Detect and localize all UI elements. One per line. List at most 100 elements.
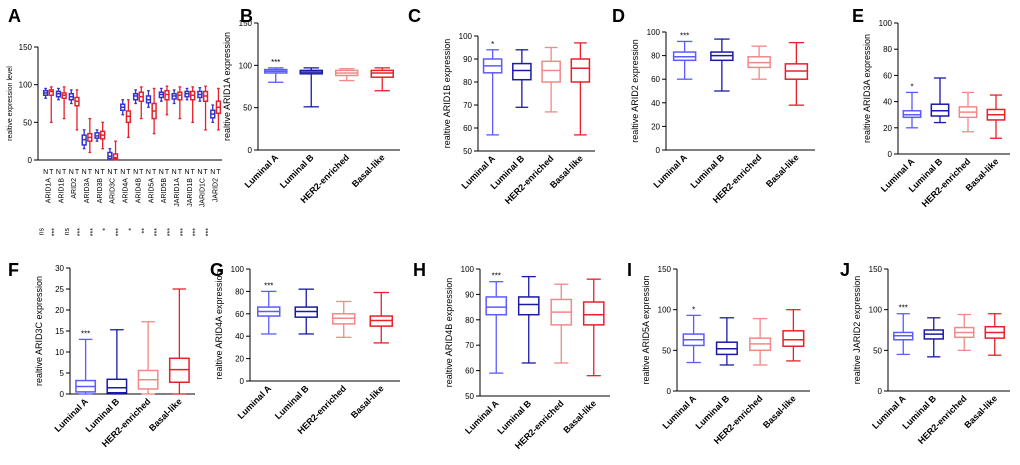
- box-tumor-ARID1B: [61, 86, 67, 120]
- pair-label-n: N: [82, 169, 87, 176]
- panel-B: B 0 50 100 150 realtive ARID1A expression Lumi…: [222, 6, 400, 205]
- significance-label: *: [491, 40, 494, 49]
- box-normal-ARID2: [68, 89, 74, 105]
- box-tumor-ARID4A: [125, 99, 132, 139]
- pair-label-t: T: [88, 169, 93, 176]
- y-tick-label: 40: [235, 332, 244, 341]
- box-iqr: [517, 296, 540, 316]
- box-iqr: [164, 89, 170, 101]
- pair-label-n: N: [172, 169, 177, 176]
- box-iqr: [582, 301, 605, 326]
- gene-label: ARID4A: [123, 178, 130, 204]
- y-axis-label: realtive expression level: [7, 66, 14, 141]
- panel-letter: E: [852, 6, 864, 26]
- y-tick-label: 60: [235, 310, 244, 319]
- significance-label: *: [128, 228, 135, 231]
- significance-label: ns: [64, 228, 71, 236]
- category-label: Luminal A: [660, 393, 698, 431]
- box-luminal-b: [294, 288, 318, 335]
- box-tumor-JARID2: [215, 87, 222, 131]
- y-tick-label: 30: [55, 264, 64, 273]
- box-iqr: [112, 153, 119, 160]
- category-label: Basal-like: [962, 393, 999, 430]
- box-normal-ARID5B: [158, 87, 164, 102]
- significance-label: ***: [492, 272, 501, 281]
- y-tick-label: 0: [888, 150, 893, 159]
- panel-letter: D: [612, 6, 625, 26]
- pair-label-n: N: [56, 169, 61, 176]
- gene-label: ARID1B: [58, 178, 65, 204]
- gene-label: ARID5A: [148, 178, 155, 204]
- y-tick-label: 0: [240, 377, 245, 386]
- y-tick-label: 100: [239, 61, 253, 70]
- panel-letter: A: [8, 6, 21, 26]
- box-basal-like: [582, 278, 605, 377]
- category-label: Basal-like: [350, 152, 387, 189]
- box-basal-like: [168, 288, 190, 395]
- pair-label-t: T: [152, 169, 157, 176]
- significance-label: ***: [899, 304, 908, 313]
- category-label: Luminal B: [278, 152, 316, 190]
- y-tick-label: 0: [248, 146, 253, 155]
- significance-label: ns: [38, 228, 45, 236]
- y-axis-label: realtive ARID3A expression: [862, 34, 872, 143]
- y-tick-label: 50: [662, 346, 671, 355]
- y-tick-label: 100: [231, 265, 245, 274]
- category-label: Luminal B: [688, 152, 726, 190]
- panel-letter: C: [408, 6, 421, 26]
- pair-label-n: N: [43, 169, 48, 176]
- y-tick-label: 40: [883, 98, 892, 107]
- y-tick-label: 0: [656, 146, 661, 155]
- box-tumor-ARID5A: [151, 87, 157, 135]
- y-tick-label: 10: [55, 348, 64, 357]
- box-basal-like: [570, 42, 591, 136]
- y-tick-label: 20: [883, 124, 892, 133]
- pair-label-t: T: [216, 169, 221, 176]
- y-axis-label: realtive JARID2 expression: [852, 276, 862, 385]
- panel-letter: H: [413, 260, 426, 280]
- y-tick-label: 150: [658, 265, 672, 274]
- y-axis-label: realtive ARID1A expression: [222, 32, 232, 141]
- box-normal-ARID1B: [55, 87, 62, 101]
- box-normal-ARID1A: [42, 87, 49, 99]
- y-tick-label: 80: [235, 287, 244, 296]
- box-her2-enriched: [747, 45, 771, 80]
- box-luminal-a: [672, 40, 697, 80]
- y-tick-label: 20: [651, 122, 660, 131]
- box-normal-JARID1C: [197, 87, 203, 102]
- y-axis-label: realtive ARID4B expression: [444, 278, 454, 388]
- pair-label-t: T: [139, 169, 144, 176]
- gene-label: JARID1C: [200, 178, 207, 207]
- box-tumor-ARID4B: [138, 86, 144, 120]
- y-tick-label: 100: [879, 19, 893, 28]
- box-iqr: [512, 62, 532, 81]
- category-label: Luminal A: [236, 383, 274, 421]
- box-luminal-b: [710, 38, 734, 92]
- box-her2-enriched: [137, 321, 159, 395]
- box-luminal-a: [485, 281, 508, 374]
- box-normal-ARID3B: [94, 129, 100, 142]
- y-tick-label: 100: [647, 28, 661, 37]
- significance-label: *: [692, 305, 695, 314]
- y-tick-label: 80: [463, 78, 472, 87]
- box-her2-enriched: [749, 317, 772, 366]
- gene-label: ARID3A: [84, 178, 91, 204]
- y-tick-label: 150: [869, 265, 883, 274]
- box-iqr: [132, 92, 139, 101]
- box-iqr: [177, 91, 183, 101]
- category-label: Basal-like: [764, 152, 801, 189]
- y-tick-label: 100: [658, 306, 672, 315]
- box-basal-like: [986, 94, 1006, 139]
- box-luminal-b: [923, 317, 944, 358]
- gene-label: ARID4B: [135, 178, 142, 204]
- box-luminal-a: [682, 314, 705, 364]
- box-her2-enriched: [541, 46, 561, 113]
- category-label: Luminal A: [243, 152, 281, 190]
- category-label: Basal-like: [349, 383, 386, 420]
- y-tick-label: 50: [243, 104, 252, 113]
- box-luminal-b: [715, 317, 738, 366]
- box-iqr: [570, 58, 591, 83]
- significance-label: ***: [154, 228, 161, 236]
- y-tick-label: 50: [873, 346, 882, 355]
